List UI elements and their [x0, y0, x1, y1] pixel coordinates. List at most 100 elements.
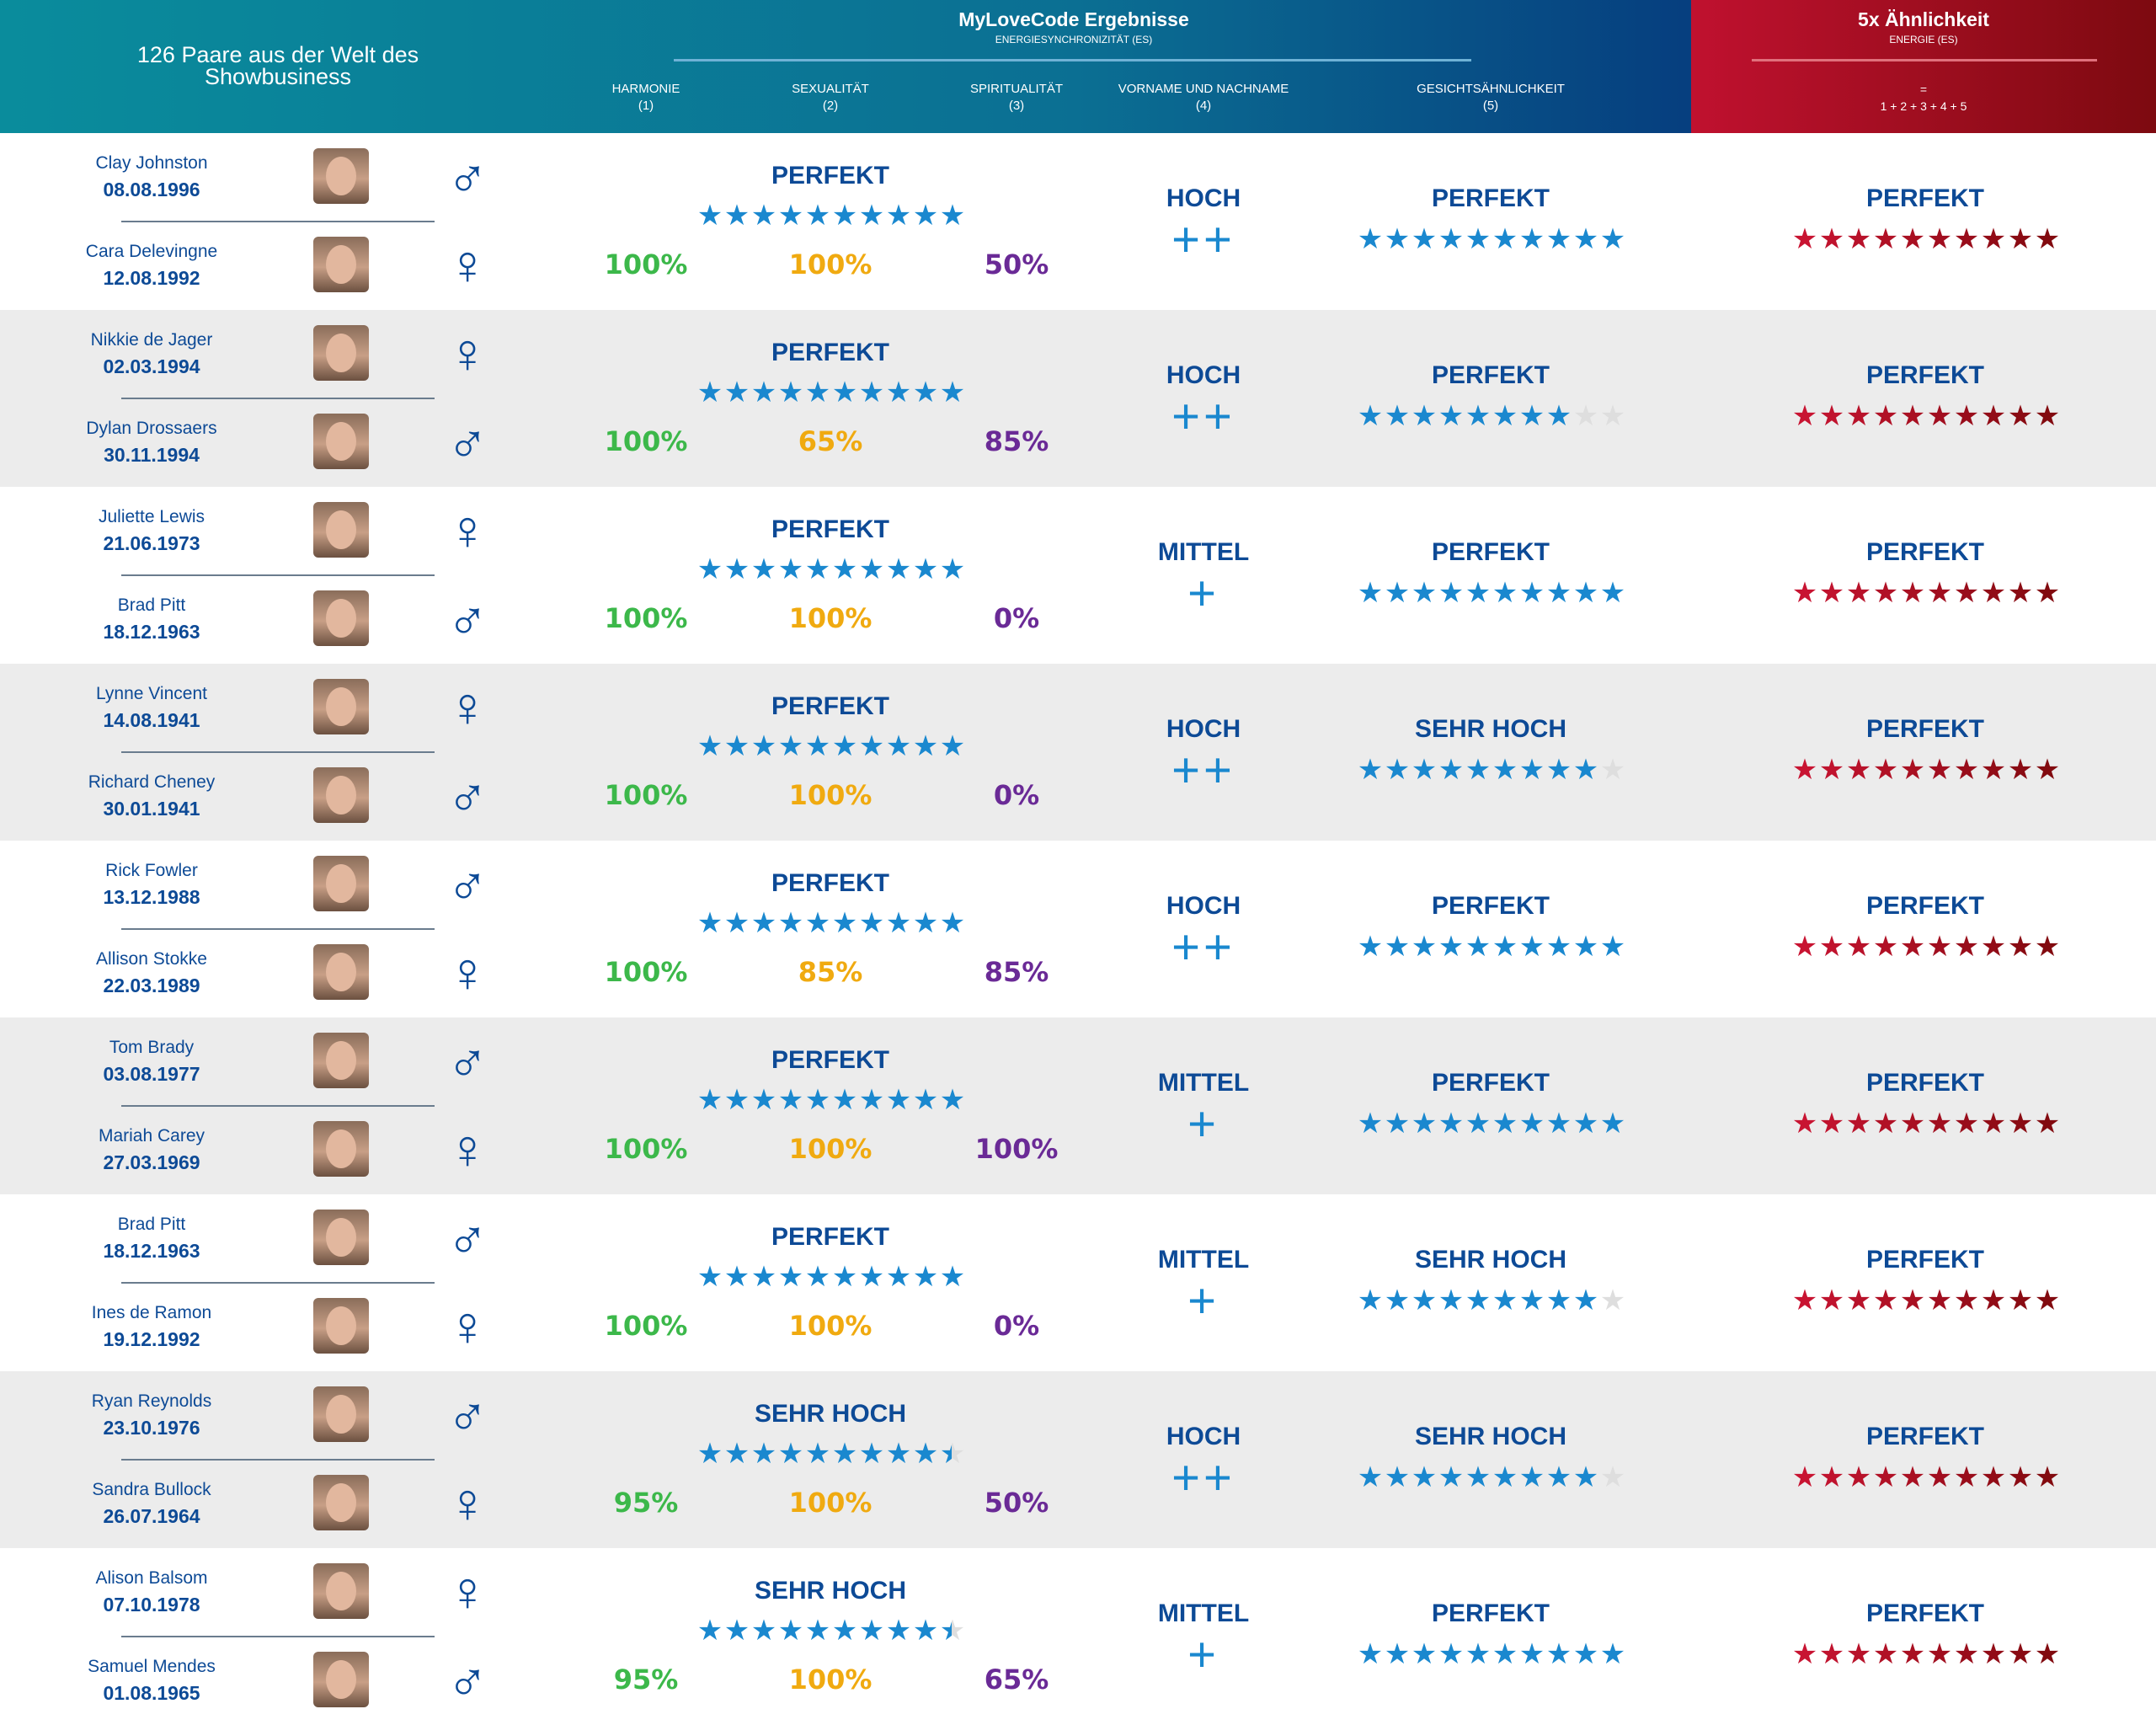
spirituality-percent: 50%: [984, 248, 1049, 280]
star-icon: ★: [939, 1261, 965, 1293]
male-symbol-icon: ♂: [446, 410, 488, 473]
star-icon: ★: [831, 200, 857, 232]
star-icon: ★: [696, 730, 723, 762]
female-symbol-icon: ♀: [446, 1560, 488, 1622]
harmony-percent: 95%: [613, 1487, 679, 1519]
spirituality-percent: 0%: [993, 602, 1040, 634]
pair-divider: [121, 1282, 435, 1284]
star-icon: ★: [1980, 577, 2006, 609]
star-icon: ★: [1518, 1461, 1545, 1493]
star-icon: ★: [1545, 754, 1572, 786]
star-icon: ★: [1384, 1108, 1410, 1140]
star-icon: ★: [1384, 1638, 1410, 1670]
person-name: Lynne Vincent: [96, 684, 207, 703]
star-icon: ★: [2007, 754, 2033, 786]
es-rating-label: PERFEKT: [771, 1046, 889, 1074]
star-icon: ★: [777, 1261, 803, 1293]
pair-row: Alison Balsom 07.10.1978 ♀ Samuel Mendes 01.…: [0, 1548, 2156, 1725]
star-icon: ★: [885, 1438, 911, 1470]
face-stars: ★ ★ ★ ★ ★ ★ ★ ★ ★ ★: [1339, 755, 1642, 785]
person-photo: [313, 1386, 369, 1442]
star-icon: ★: [1411, 1461, 1437, 1493]
person-info: Richard Cheney 30.01.1941: [25, 772, 278, 820]
star-icon: ★: [1926, 1284, 1952, 1316]
star-icon: ★: [1953, 931, 1979, 963]
sexuality-percent: 100%: [788, 1664, 873, 1696]
total-rating-label: PERFEKT: [1865, 715, 1984, 743]
star-icon: ★: [1980, 223, 2006, 255]
es-stars: ★ ★ ★ ★ ★ ★ ★ ★ ★ ★: [679, 908, 982, 938]
star-icon: ★: [1438, 1284, 1464, 1316]
star-icon: ★: [1791, 754, 1817, 786]
name-plus-rating: +: [1187, 1627, 1219, 1682]
face-rating-label: PERFEKT: [1431, 892, 1550, 920]
female-symbol-icon: ♀: [446, 1471, 488, 1534]
star-icon: ★: [723, 553, 750, 585]
es-rating-label: PERFEKT: [771, 1223, 889, 1251]
spirituality-percent: 0%: [993, 1310, 1040, 1342]
star-icon: ★: [1791, 1284, 1817, 1316]
star-icon: ★: [1599, 223, 1625, 255]
face-stars: ★ ★ ★ ★ ★ ★ ★ ★ ★ ★: [1339, 401, 1642, 431]
person-photo: [313, 856, 369, 911]
star-icon: ★: [1818, 1461, 1844, 1493]
star-icon: ★: [831, 1615, 857, 1647]
column-number: (2): [822, 99, 839, 113]
star-icon: ★: [723, 1261, 750, 1293]
star-icon: ★: [1845, 1638, 1871, 1670]
person-name: Nikkie de Jager: [90, 330, 213, 350]
name-rating-label: HOCH: [1166, 715, 1241, 743]
star-icon: ★: [831, 553, 857, 585]
star-icon: ★: [1791, 400, 1817, 432]
total-rating-label: PERFEKT: [1865, 1423, 1984, 1450]
star-icon: ★: [2007, 1461, 2033, 1493]
name-rating-label: MITTEL: [1157, 1069, 1250, 1097]
star-icon: ★: [1411, 931, 1437, 963]
star-icon: ★: [1518, 577, 1545, 609]
star-icon: ★: [1818, 223, 1844, 255]
star-icon: ★: [1818, 577, 1844, 609]
star-icon: ★: [1384, 577, 1410, 609]
es-rating-label: SEHR HOCH: [754, 1400, 906, 1428]
sexuality-percent: 100%: [788, 1133, 873, 1165]
star-icon: ★: [858, 377, 884, 409]
star-icon: ★: [1845, 931, 1871, 963]
star-icon: ★: [1926, 1461, 1952, 1493]
star-icon: ★: [2007, 1284, 2033, 1316]
star-icon: ★: [1953, 1638, 1979, 1670]
person-name: Samuel Mendes: [88, 1657, 216, 1676]
star-icon: ★: [1545, 931, 1572, 963]
column-number: (5): [1482, 99, 1499, 113]
star-icon: ★: [777, 730, 803, 762]
star-icon: ★: [885, 200, 911, 232]
star-icon: ★: [1872, 1461, 1898, 1493]
female-symbol-icon: ♀: [446, 941, 488, 1003]
star-icon: ★: [1357, 754, 1383, 786]
spirituality-percent: 65%: [984, 1664, 1049, 1696]
face-shape: [326, 1572, 356, 1610]
face-shape: [326, 1041, 356, 1080]
total-stars: ★ ★ ★ ★ ★ ★ ★ ★ ★ ★: [1774, 755, 2077, 785]
star-icon: ★: [777, 377, 803, 409]
sexuality-percent: 100%: [788, 1487, 873, 1519]
person-photo: [313, 679, 369, 734]
person-photo: [313, 1475, 369, 1530]
person-name: Juliette Lewis: [98, 507, 205, 526]
harmony-percent: 100%: [604, 779, 688, 811]
star-icon: ★: [1411, 577, 1437, 609]
es-stars: ★ ★ ★ ★ ★ ★ ★ ★ ★ ★: [679, 554, 982, 585]
face-shape: [326, 1660, 356, 1699]
empty-star-icon: ★: [1599, 1284, 1625, 1316]
face-shape: [326, 953, 356, 991]
name-rating-label: MITTEL: [1157, 1246, 1250, 1274]
star-icon: ★: [1926, 400, 1952, 432]
star-icon: ★: [1953, 1284, 1979, 1316]
star-icon: ★: [1357, 1284, 1383, 1316]
face-rating-label: SEHR HOCH: [1414, 715, 1566, 743]
star-icon: ★: [858, 1615, 884, 1647]
star-icon: ★: [1845, 1284, 1871, 1316]
harmony-percent: 100%: [604, 956, 688, 988]
star-icon: ★: [1384, 1284, 1410, 1316]
header-subtitle: ENERGIESYNCHRONIZITÄT (ES): [995, 34, 1153, 45]
person-info: Samuel Mendes 01.08.1965: [25, 1657, 278, 1705]
